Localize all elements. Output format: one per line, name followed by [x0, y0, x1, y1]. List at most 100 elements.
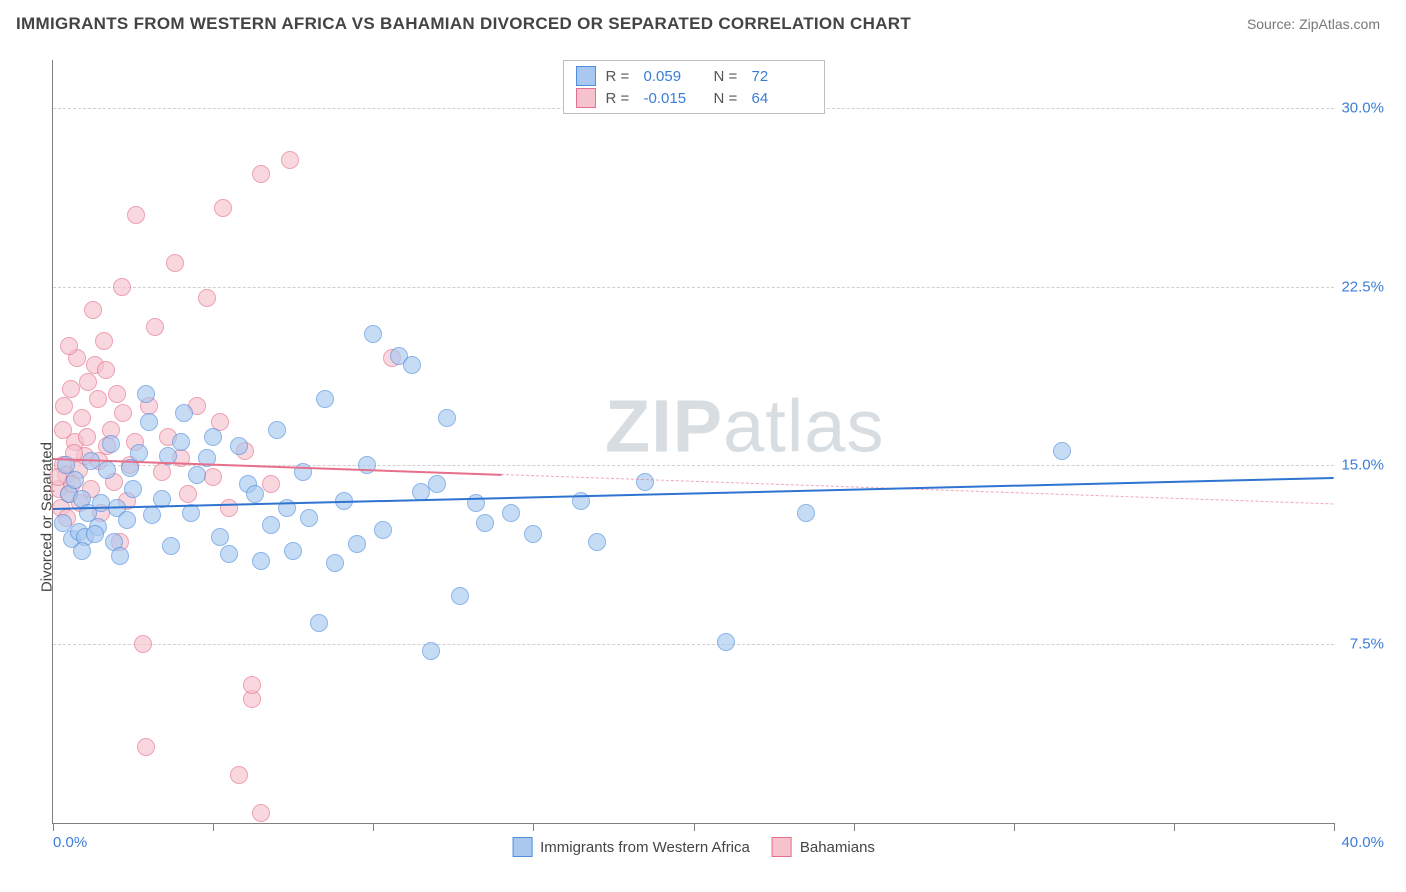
data-point: [73, 542, 91, 560]
data-point: [111, 547, 129, 565]
x-tick: [1014, 823, 1015, 831]
data-point: [262, 475, 280, 493]
x-tick-label-max: 40.0%: [1341, 834, 1384, 851]
data-point: [797, 504, 815, 522]
data-point: [214, 199, 232, 217]
data-point: [97, 361, 115, 379]
chart-container: ZIPatlas R = 0.059 N = 72 R = -0.015 N =…: [16, 48, 1390, 872]
legend-stats: R = 0.059 N = 72 R = -0.015 N = 64: [563, 60, 825, 114]
data-point: [230, 766, 248, 784]
data-point: [73, 409, 91, 427]
data-point: [137, 738, 155, 756]
data-point: [153, 463, 171, 481]
data-point: [166, 254, 184, 272]
legend-r-value-0: 0.059: [644, 68, 704, 85]
data-point: [374, 521, 392, 539]
data-point: [137, 385, 155, 403]
watermark: ZIPatlas: [605, 384, 884, 469]
data-point: [198, 289, 216, 307]
data-point: [300, 509, 318, 527]
x-tick: [373, 823, 374, 831]
data-point: [243, 676, 261, 694]
data-point: [55, 397, 73, 415]
x-tick: [533, 823, 534, 831]
data-point: [588, 533, 606, 551]
data-point: [524, 525, 542, 543]
data-point: [268, 421, 286, 439]
data-point: [188, 466, 206, 484]
data-point: [172, 433, 190, 451]
legend-swatch-0: [576, 66, 596, 86]
y-tick-label: 30.0%: [1341, 99, 1384, 116]
data-point: [175, 404, 193, 422]
data-point: [179, 485, 197, 503]
legend-series-swatch-1: [772, 837, 792, 857]
data-point: [358, 456, 376, 474]
data-point: [60, 337, 78, 355]
y-tick-label: 22.5%: [1341, 278, 1384, 295]
legend-series-label-0: Immigrants from Western Africa: [540, 839, 750, 856]
data-point: [54, 514, 72, 532]
data-point: [204, 468, 222, 486]
legend-stats-row-1: R = -0.015 N = 64: [576, 87, 812, 109]
legend-n-value-0: 72: [752, 68, 812, 85]
x-tick-label-min: 0.0%: [53, 834, 87, 851]
data-point: [422, 642, 440, 660]
data-point: [140, 413, 158, 431]
data-point: [86, 525, 104, 543]
data-point: [1053, 442, 1071, 460]
legend-series-swatch-0: [512, 837, 532, 857]
data-point: [118, 511, 136, 529]
y-tick-label: 15.0%: [1341, 457, 1384, 474]
data-point: [252, 804, 270, 822]
x-tick: [53, 823, 54, 831]
data-point: [281, 151, 299, 169]
data-point: [54, 421, 72, 439]
legend-n-value-1: 64: [752, 90, 812, 107]
data-point: [62, 380, 80, 398]
legend-r-label: R =: [606, 68, 634, 85]
data-point: [403, 356, 421, 374]
legend-series-item-1: Bahamians: [772, 837, 875, 857]
legend-swatch-1: [576, 88, 596, 108]
data-point: [124, 480, 142, 498]
data-point: [451, 587, 469, 605]
data-point: [220, 499, 238, 517]
data-point: [252, 552, 270, 570]
data-point: [114, 404, 132, 422]
data-point: [98, 461, 116, 479]
legend-r-label: R =: [606, 90, 634, 107]
data-point: [134, 635, 152, 653]
data-point: [284, 542, 302, 560]
data-point: [252, 165, 270, 183]
data-point: [78, 428, 96, 446]
watermark-light: atlas: [723, 385, 884, 468]
legend-stats-row-0: R = 0.059 N = 72: [576, 65, 812, 87]
data-point: [89, 390, 107, 408]
data-point: [262, 516, 280, 534]
data-point: [326, 554, 344, 572]
chart-source: Source: ZipAtlas.com: [1247, 16, 1380, 32]
data-point: [79, 373, 97, 391]
gridline-h: [53, 644, 1334, 645]
x-tick: [1334, 823, 1335, 831]
data-point: [162, 537, 180, 555]
data-point: [230, 437, 248, 455]
data-point: [310, 614, 328, 632]
plot-area: ZIPatlas R = 0.059 N = 72 R = -0.015 N =…: [52, 60, 1334, 824]
y-tick-label: 7.5%: [1350, 636, 1384, 653]
data-point: [316, 390, 334, 408]
data-point: [204, 428, 222, 446]
data-point: [246, 485, 264, 503]
x-tick: [213, 823, 214, 831]
data-point: [717, 633, 735, 651]
data-point: [348, 535, 366, 553]
data-point: [502, 504, 520, 522]
trendline-extrapolated: [501, 474, 1334, 504]
x-tick: [1174, 823, 1175, 831]
legend-series: Immigrants from Western Africa Bahamians: [512, 837, 875, 857]
data-point: [102, 435, 120, 453]
legend-series-label-1: Bahamians: [800, 839, 875, 856]
x-tick: [854, 823, 855, 831]
legend-r-value-1: -0.015: [644, 90, 704, 107]
